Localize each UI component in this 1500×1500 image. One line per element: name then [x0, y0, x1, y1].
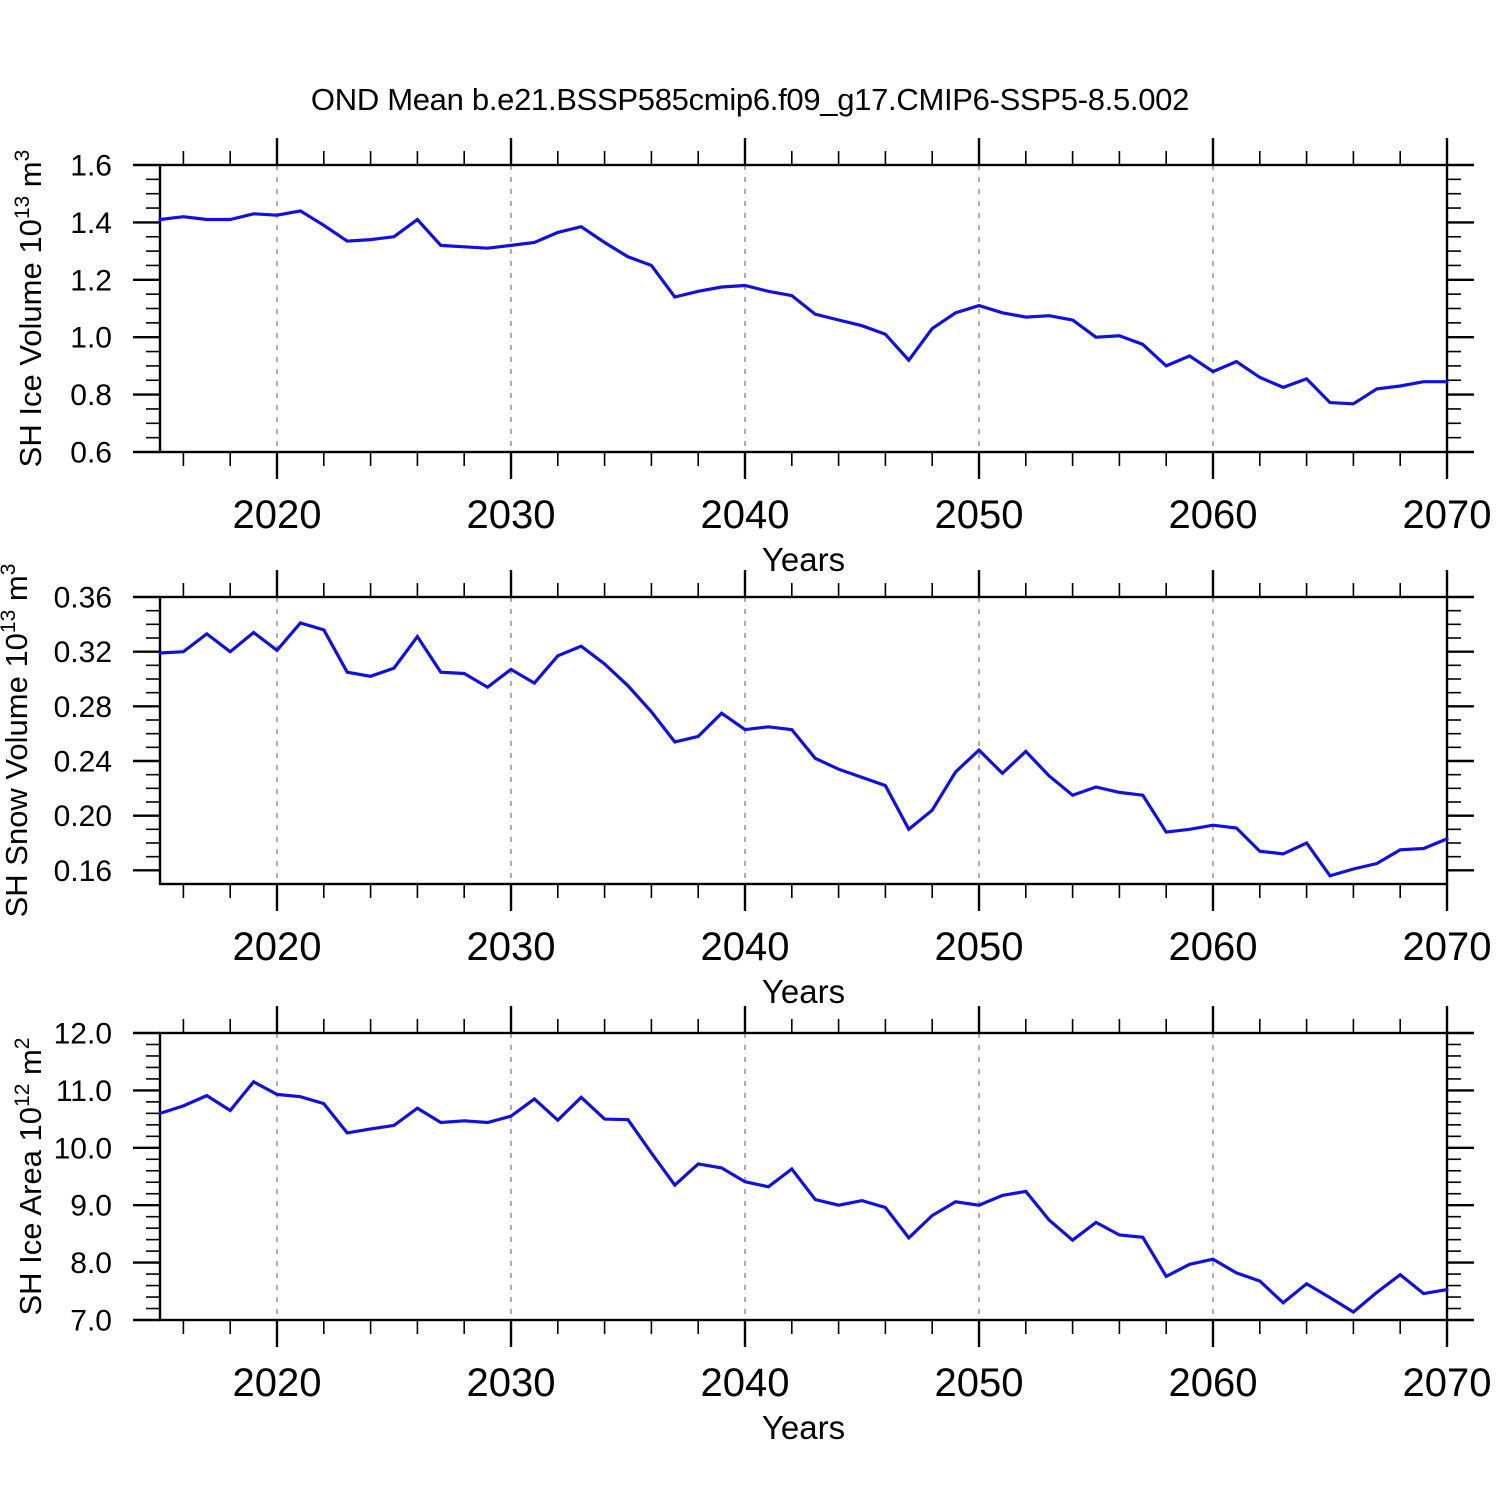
xtick-label: 2060 [1169, 1361, 1258, 1405]
xtick-label: 2060 [1169, 493, 1258, 537]
x-axis-title-sh-snow-volume: Years [762, 973, 845, 1010]
ytick-label: 1.4 [70, 207, 112, 240]
data-line-sh-ice-volume [158, 209, 1449, 406]
xtick-label: 2030 [467, 925, 556, 969]
ytick-label: 1.2 [70, 264, 112, 297]
xtick-label: 2020 [233, 925, 322, 969]
xtick-label: 2050 [935, 493, 1024, 537]
xtick-label: 2040 [701, 925, 790, 969]
y-axis-title-sh-ice-volume: SH Ice Volume 1013 m3 [11, 150, 48, 468]
xtick-label: 2020 [233, 1361, 322, 1405]
ytick-label: 1.6 [70, 150, 112, 183]
xtick-label: 2070 [1403, 925, 1492, 969]
y-axis-title-sh-snow-volume: SH Snow Volume 1013 m3 [0, 564, 34, 918]
ytick-label: 0.20 [54, 800, 112, 833]
chart-title: OND Mean b.e21.BSSP585cmip6.f09_g17.CMIP… [310, 82, 1190, 117]
xtick-label: 2040 [701, 493, 790, 537]
xtick-label: 2020 [233, 493, 322, 537]
ytick-label: 10.0 [54, 1132, 112, 1165]
ytick-label: 0.36 [54, 582, 112, 615]
plot-frame-sh-ice-volume [158, 163, 1449, 454]
ytick-label: 0.28 [54, 691, 112, 724]
xtick-label: 2060 [1169, 925, 1258, 969]
xtick-label: 2030 [467, 493, 556, 537]
data-line-sh-ice-area [158, 1079, 1449, 1314]
panel-sh-ice-volume: 2020 2030 2040 2050 2060 2070 0.6 0.8 1.0 1.2 1.4 1… [11, 138, 1491, 578]
ytick-label: 8.0 [70, 1247, 112, 1280]
ytick-label: 12.0 [54, 1018, 112, 1051]
ytick-label: 0.6 [70, 437, 112, 470]
xtick-label: 2040 [701, 1361, 790, 1405]
plot-frame-sh-snow-volume [158, 595, 1449, 886]
xtick-label: 2030 [467, 1361, 556, 1405]
ytick-label: 0.24 [54, 746, 112, 779]
xtick-label: 2070 [1403, 493, 1492, 537]
ytick-label: 9.0 [70, 1190, 112, 1223]
xtick-label: 2050 [935, 925, 1024, 969]
ytick-label: 7.0 [70, 1305, 112, 1338]
xtick-label: 2050 [935, 1361, 1024, 1405]
data-line-sh-snow-volume [158, 621, 1449, 878]
x-axis-title-sh-ice-volume: Years [762, 541, 845, 578]
ytick-label: 0.16 [54, 855, 112, 888]
y-axis-title-sh-ice-area: SH Ice Area 1012 m2 [11, 1038, 48, 1316]
panel-sh-ice-area: 2020 2030 2040 2050 2060 2070 7.0 8.0 9.0 10.0 11.… [11, 1006, 1491, 1446]
ytick-label: 11.0 [56, 1075, 112, 1108]
panel-sh-snow-volume: 2020 2030 2040 2050 2060 2070 0.16 0.20 0.24 0.28… [0, 564, 1491, 1010]
plot-frame-sh-ice-area [158, 1031, 1449, 1322]
ytick-label: 0.8 [70, 379, 112, 412]
xtick-label: 2070 [1403, 1361, 1492, 1405]
ytick-label: 0.32 [54, 636, 112, 669]
ytick-label: 1.0 [70, 322, 112, 355]
x-axis-title-sh-ice-area: Years [762, 1409, 845, 1446]
